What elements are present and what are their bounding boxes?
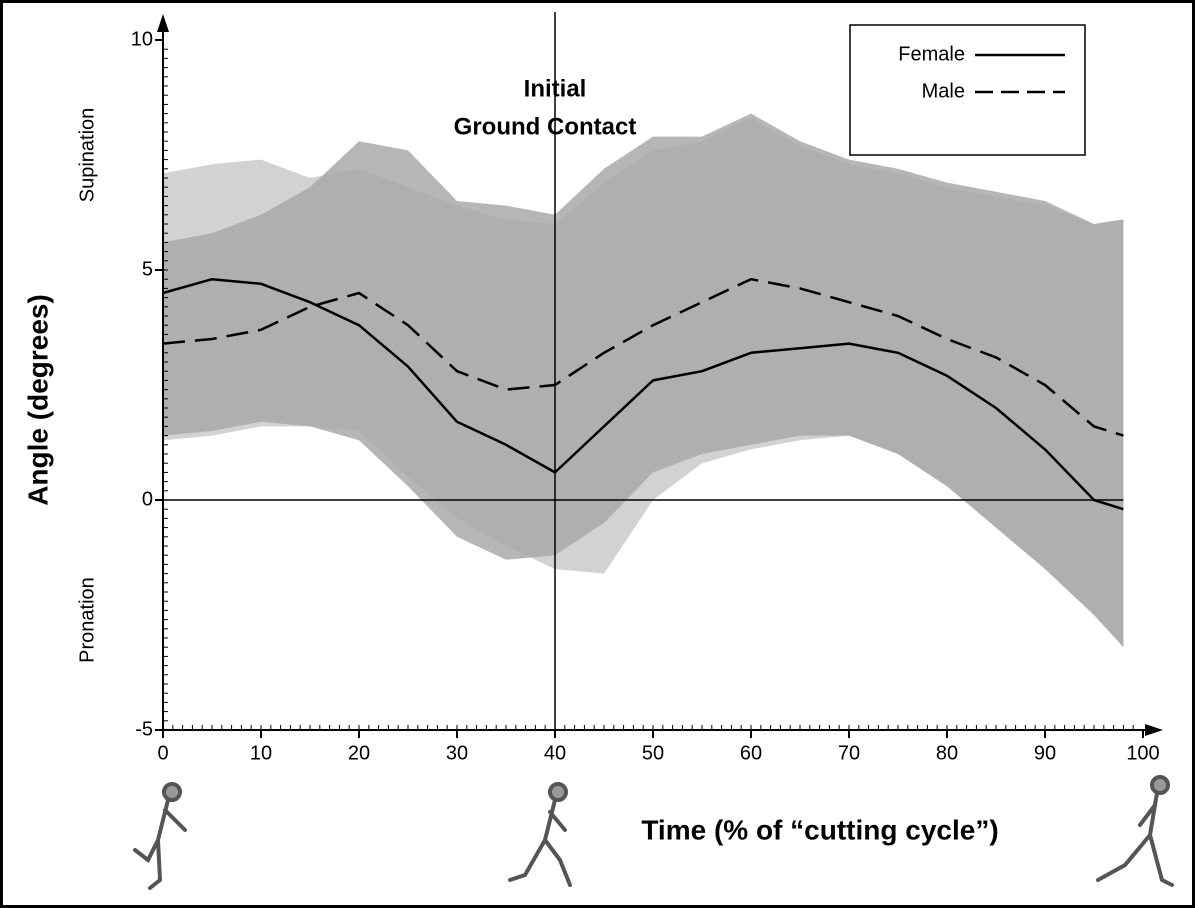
region-label: Pronation: [76, 577, 98, 663]
x-tick-label: 10: [250, 742, 272, 764]
x-tick-label: 0: [157, 742, 168, 764]
x-axis-label: Time (% of “cutting cycle”): [641, 814, 998, 845]
x-tick-label: 20: [348, 742, 370, 764]
runner-icon: [1096, 775, 1174, 887]
annotation-text: Initial: [524, 75, 587, 102]
x-tick-label: 40: [544, 742, 566, 764]
y-tick-label: 0: [142, 488, 153, 510]
x-axis-arrow: [1145, 724, 1163, 736]
legend-box: [849, 24, 1086, 156]
x-tick-label: 50: [642, 742, 664, 764]
y-axis-label: Angle (degrees): [22, 294, 53, 506]
x-tick-label: 70: [838, 742, 860, 764]
lines: [162, 277, 1124, 511]
y-tick-label: 5: [142, 258, 153, 280]
x-tick-label: 100: [1126, 742, 1159, 764]
runner-icon: [508, 782, 572, 887]
x-tick-label: 30: [446, 742, 468, 764]
x-tick-label: 90: [1034, 742, 1056, 764]
x-tick-label: 60: [740, 742, 762, 764]
y-tick-label: 10: [131, 28, 153, 50]
x-tick-label: 80: [936, 742, 958, 764]
runner-icon: [133, 782, 187, 890]
sd-band: [163, 113, 1124, 648]
bands: [163, 113, 1124, 648]
y-axis-arrow: [157, 14, 169, 32]
series-line: [162, 277, 1124, 437]
legend-label: Male: [922, 80, 965, 102]
series-line: [162, 277, 1124, 511]
y-tick-label: -5: [135, 718, 153, 740]
annotation-text: Ground Contact: [454, 113, 637, 140]
legend-label: Female: [898, 43, 965, 65]
legend: Female Male: [898, 43, 1065, 102]
region-label: Supination: [76, 108, 98, 203]
